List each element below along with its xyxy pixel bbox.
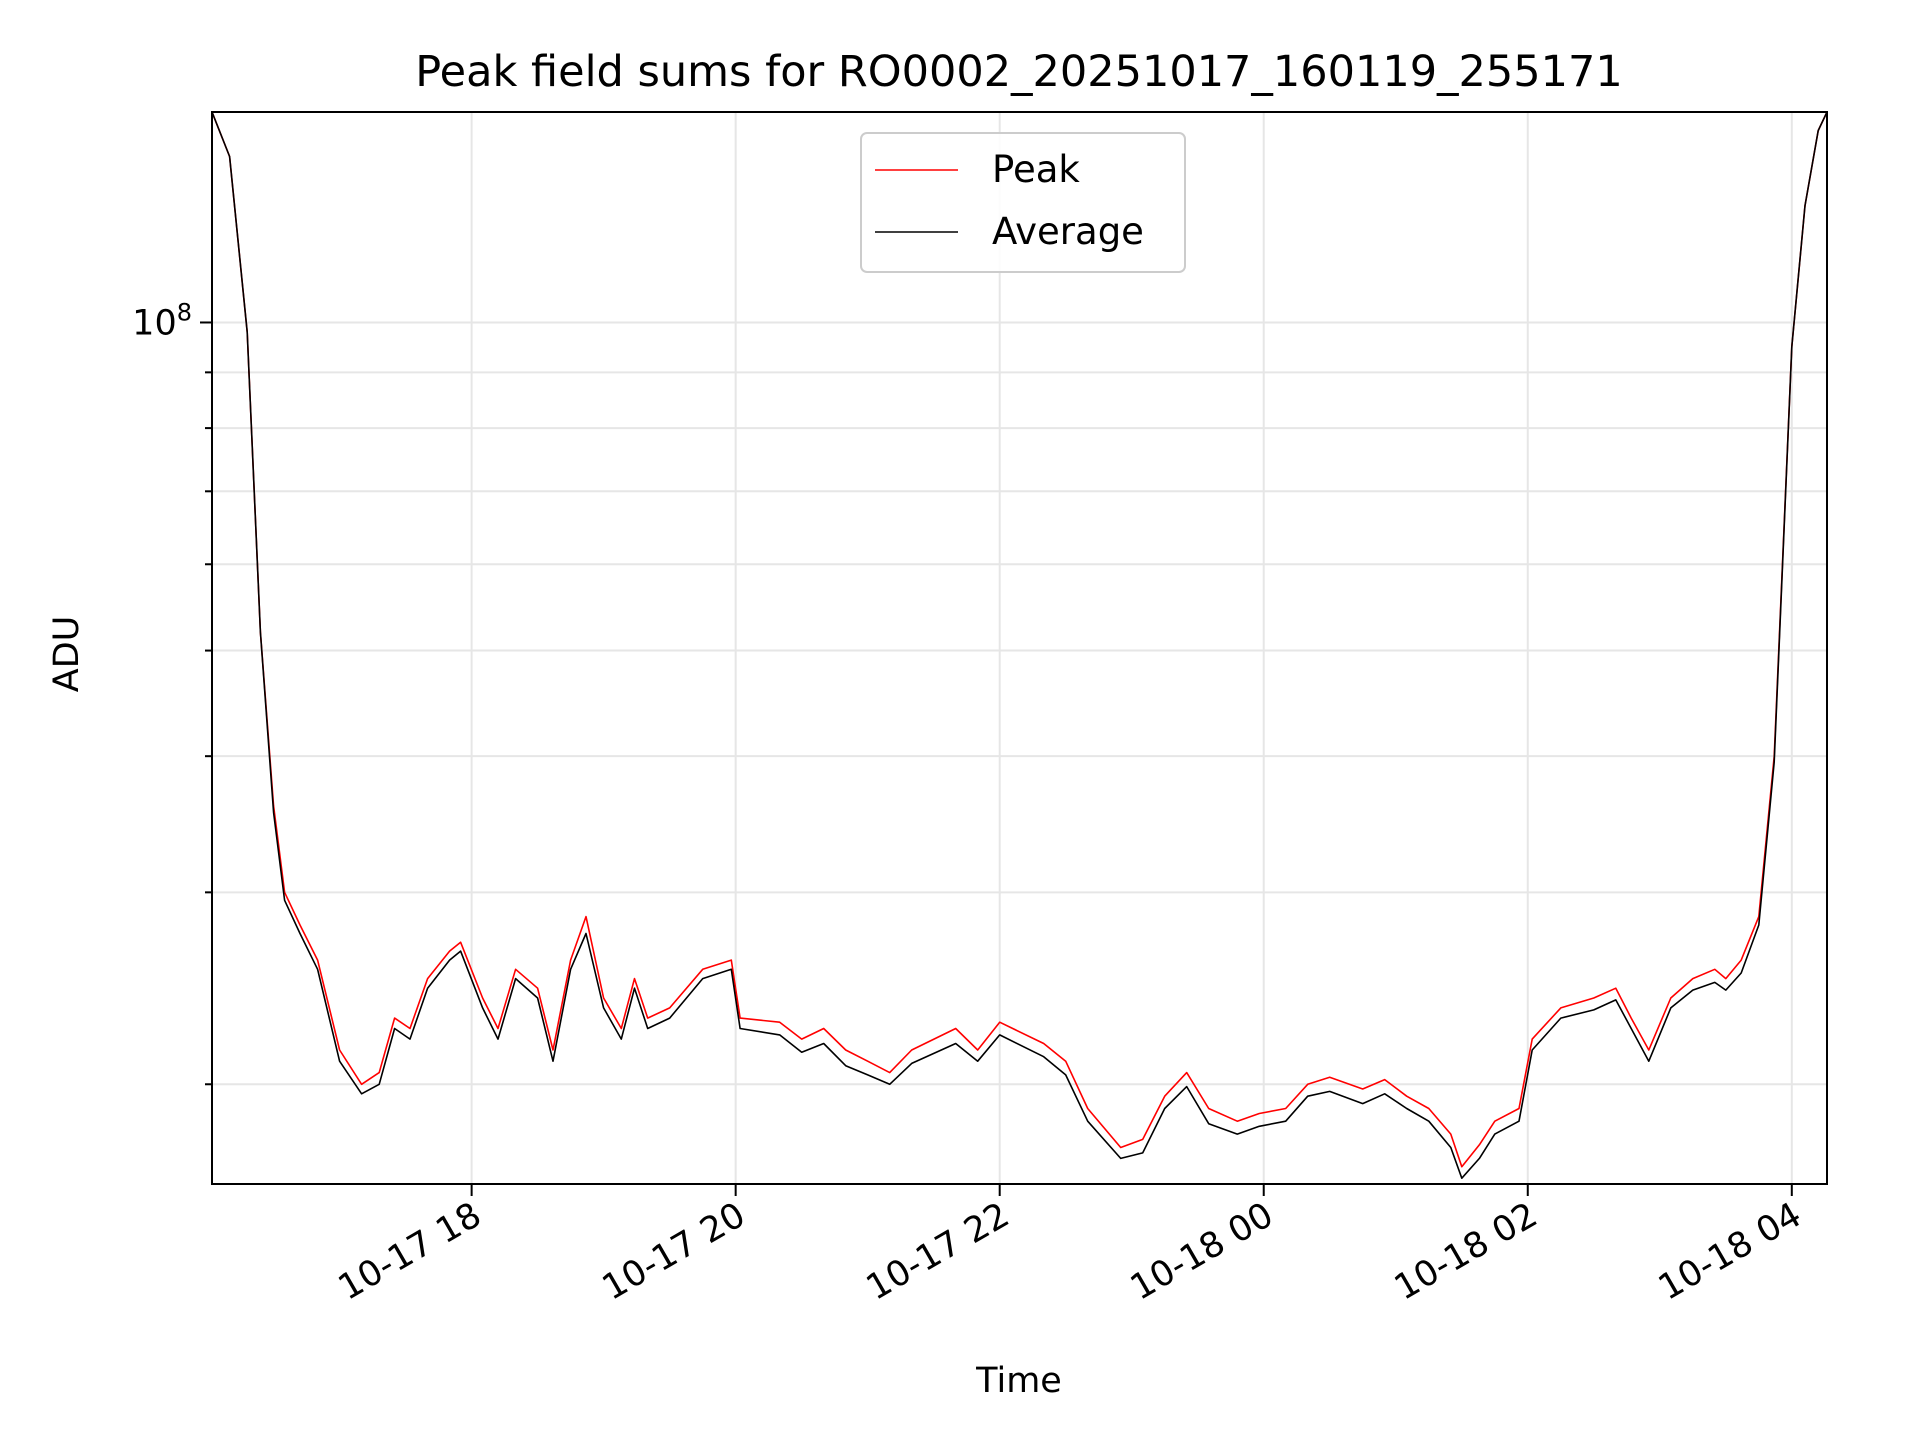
grid: [212, 112, 1827, 1184]
data-layer: [212, 112, 1827, 1179]
legend-label-average: Average: [992, 210, 1144, 253]
plot-frame: [211, 111, 1828, 1185]
legend-box: [860, 132, 1186, 273]
legend-label-peak: Peak: [992, 148, 1080, 191]
series-line-average: [212, 112, 1827, 1179]
x-axis-label: Time: [975, 1361, 1062, 1401]
legend: Peak Average: [860, 132, 1186, 273]
chart-title: Peak field sums for RO0002_20251017_1601…: [415, 47, 1622, 97]
series-line-peak: [212, 112, 1827, 1168]
y-axis-label: ADU: [47, 616, 87, 693]
y-tick-label: 108: [132, 298, 192, 343]
